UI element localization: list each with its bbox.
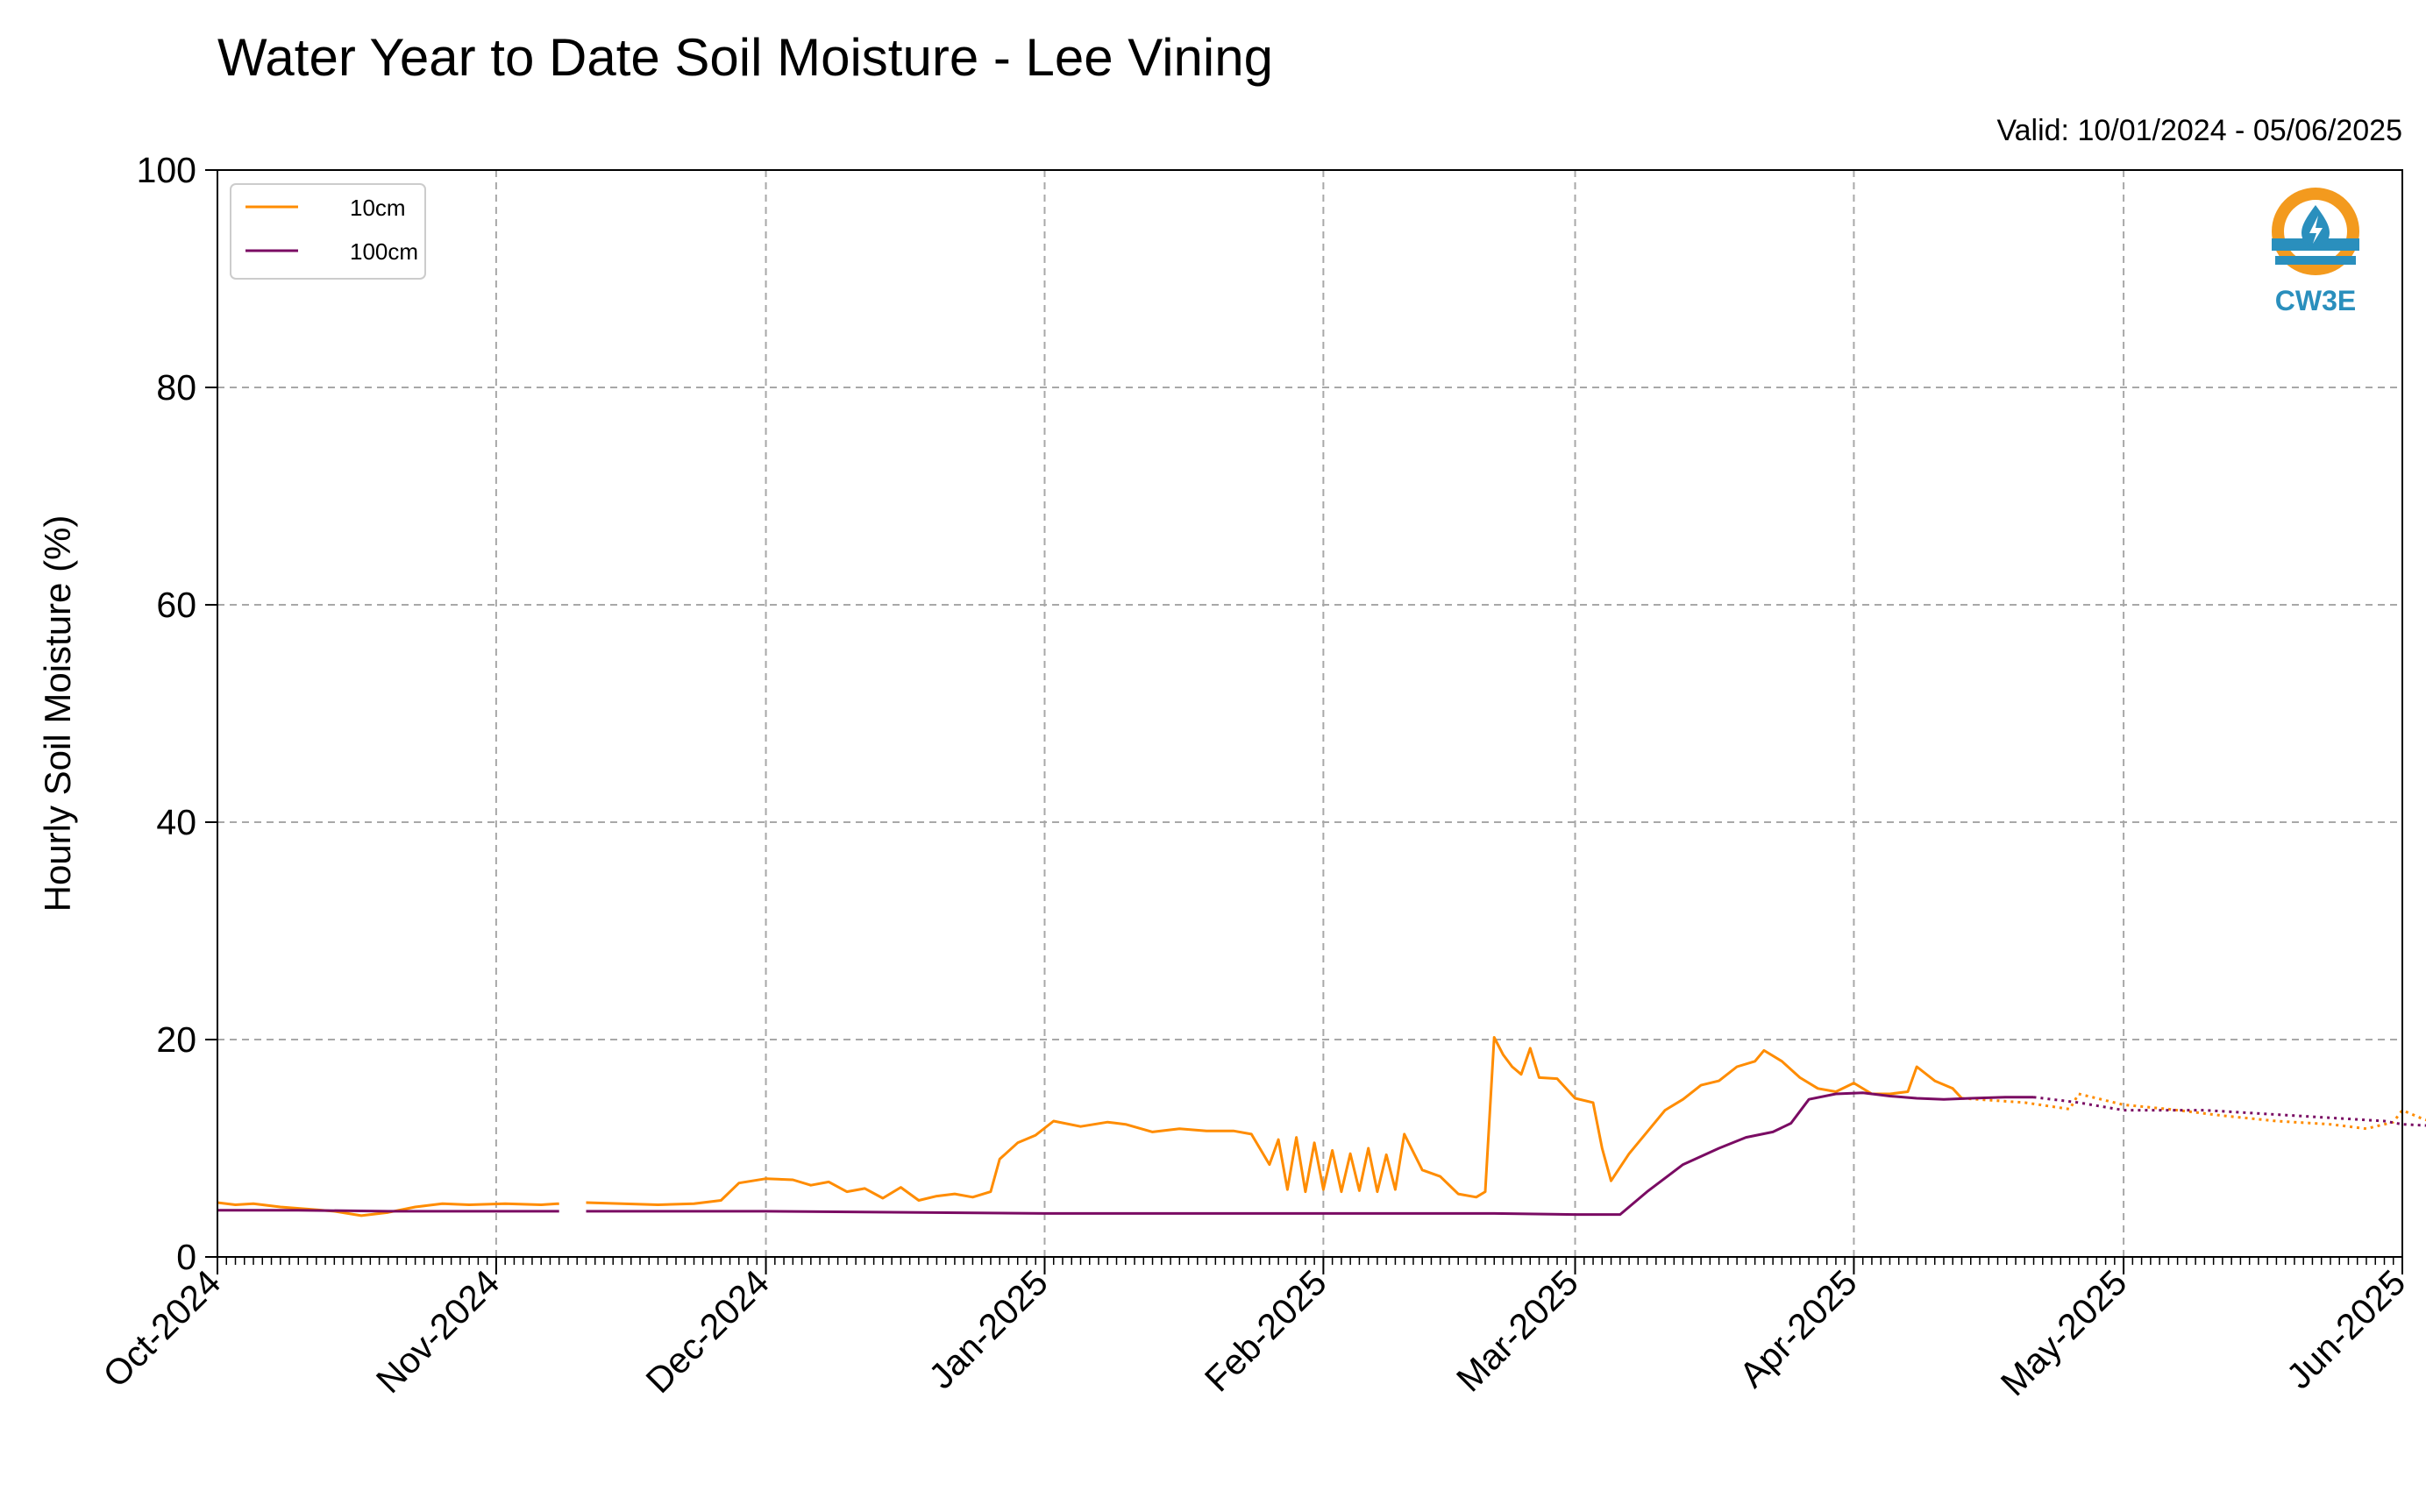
x-tick-label: Oct-2024 (96, 1262, 229, 1395)
plot-frame (217, 169, 2403, 1258)
x-tick-label: Nov-2024 (368, 1262, 507, 1401)
series-dotted-line-100cm (2033, 1096, 2426, 1127)
y-tick-label: 100 (137, 150, 196, 190)
y-tick-label: 40 (156, 802, 196, 842)
chart-subtitle: Valid: 10/01/2024 - 05/06/2025 (1996, 114, 2402, 147)
cw3e-logo: CW3E (2272, 188, 2359, 316)
y-tick-label: 0 (176, 1237, 196, 1277)
legend: 10cm 100cm (230, 183, 426, 280)
logo-wave-band-2-icon (2275, 256, 2356, 265)
legend-label-100cm: 100cm (350, 238, 418, 265)
x-tick-label: Apr-2025 (1732, 1262, 1865, 1395)
grid-lines (217, 170, 2402, 1257)
x-tick-label: Jun-2025 (2279, 1262, 2413, 1396)
series-lines (217, 1036, 2426, 1217)
x-tick-label: Mar-2025 (1448, 1262, 1586, 1400)
x-axis: Oct-2024 Nov-2024 Dec-2024 Jan-2025 Feb-2025… (96, 1257, 2413, 1403)
chart-title: Water Year to Date Soil Moisture - Lee V… (217, 28, 1273, 87)
x-tick-label: May-2025 (1993, 1262, 2134, 1403)
series-line-100cm (217, 1091, 2034, 1217)
y-tick-label: 20 (156, 1019, 196, 1060)
series-dotted-line-10cm (1961, 1092, 2426, 1131)
y-tick-label: 80 (156, 367, 196, 408)
x-tick-label: Jan-2025 (921, 1262, 1055, 1396)
series-line-10cm (217, 1036, 1963, 1217)
y-axis-label: Hourly Soil Moisture (%) (37, 515, 78, 912)
y-tick-label: 60 (156, 585, 196, 625)
y-axis: 0 20 40 60 80 100 (137, 150, 217, 1277)
legend-label-10cm: 10cm (350, 195, 406, 221)
logo-bolt-icon (2309, 216, 2323, 244)
x-tick-label: Feb-2025 (1197, 1262, 1334, 1400)
logo-text: CW3E (2275, 285, 2356, 316)
x-tick-label: Dec-2024 (638, 1262, 777, 1401)
